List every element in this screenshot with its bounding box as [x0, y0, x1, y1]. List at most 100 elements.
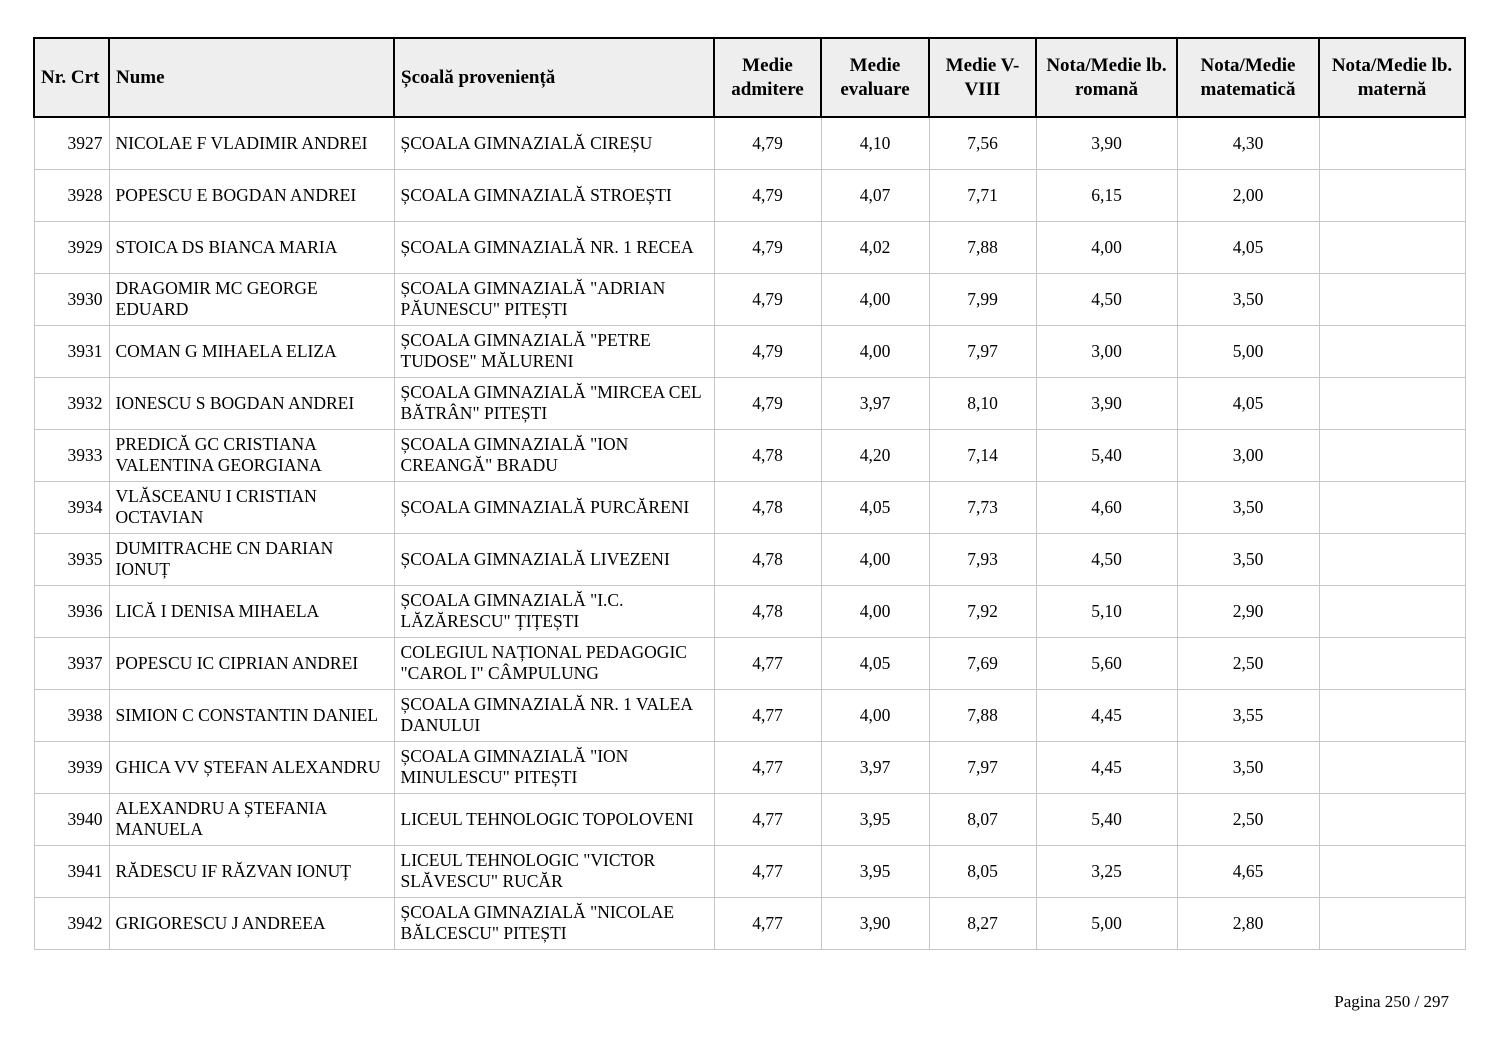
- cell-medie-v-viii: 8,10: [928, 376, 1037, 430]
- cell-nota-materna: [1318, 480, 1466, 534]
- cell-nota-matematica: 3,50: [1176, 480, 1320, 534]
- cell-scoala: ȘCOALA GIMNAZIALĂ STROEȘTI: [393, 168, 715, 222]
- cell-nr-crt: 3940: [33, 792, 110, 846]
- cell-medie-admitere: 4,77: [713, 792, 822, 846]
- cell-medie-admitere: 4,78: [713, 532, 822, 586]
- cell-medie-v-viii: 8,05: [928, 844, 1037, 898]
- cell-medie-evaluare: 3,95: [820, 844, 930, 898]
- column-header-nume: Nume: [108, 37, 395, 118]
- column-header-medie-admitere: Medie admitere: [713, 37, 822, 118]
- cell-nota-romana: 3,00: [1035, 324, 1178, 378]
- cell-medie-evaluare: 4,00: [820, 272, 930, 326]
- cell-nume: POPESCU E BOGDAN ANDREI: [108, 168, 395, 222]
- cell-nota-matematica: 2,80: [1176, 896, 1320, 950]
- cell-nota-matematica: 2,50: [1176, 792, 1320, 846]
- cell-nota-romana: 3,90: [1035, 116, 1178, 170]
- cell-medie-admitere: 4,79: [713, 168, 822, 222]
- table-header: Nr. Crt Nume Școală proveniență Medie ad…: [33, 37, 1466, 118]
- column-header-nota-materna: Nota/Medie lb. maternă: [1318, 37, 1466, 118]
- cell-medie-v-viii: 7,88: [928, 688, 1037, 742]
- cell-scoala: ȘCOALA GIMNAZIALĂ "NICOLAE BĂLCESCU" PIT…: [393, 896, 715, 950]
- table-row: 3928 POPESCU E BOGDAN ANDREI ȘCOALA GIMN…: [33, 168, 1466, 222]
- cell-scoala: LICEUL TEHNOLOGIC TOPOLOVENI: [393, 792, 715, 846]
- cell-nume: ALEXANDRU A ȘTEFANIA MANUELA: [108, 792, 395, 846]
- cell-scoala: ȘCOALA GIMNAZIALĂ "ION MINULESCU" PITEȘT…: [393, 740, 715, 794]
- cell-nume: NICOLAE F VLADIMIR ANDREI: [108, 116, 395, 170]
- table-row: 3934 VLĂSCEANU I CRISTIAN OCTAVIAN ȘCOAL…: [33, 480, 1466, 534]
- cell-nota-materna: [1318, 792, 1466, 846]
- admission-results-table: Nr. Crt Nume Școală proveniență Medie ad…: [33, 37, 1466, 950]
- cell-medie-evaluare: 4,00: [820, 532, 930, 586]
- cell-medie-v-viii: 7,73: [928, 480, 1037, 534]
- cell-nume: GHICA VV ȘTEFAN ALEXANDRU: [108, 740, 395, 794]
- cell-medie-v-viii: 7,97: [928, 324, 1037, 378]
- cell-nr-crt: 3938: [33, 688, 110, 742]
- cell-nota-romana: 6,15: [1035, 168, 1178, 222]
- cell-medie-v-viii: 7,93: [928, 532, 1037, 586]
- cell-medie-v-viii: 7,71: [928, 168, 1037, 222]
- cell-nota-matematica: 3,55: [1176, 688, 1320, 742]
- cell-medie-admitere: 4,79: [713, 324, 822, 378]
- cell-medie-v-viii: 7,69: [928, 636, 1037, 690]
- cell-nota-materna: [1318, 324, 1466, 378]
- cell-medie-evaluare: 4,00: [820, 688, 930, 742]
- cell-medie-evaluare: 4,20: [820, 428, 930, 482]
- cell-nota-materna: [1318, 636, 1466, 690]
- cell-nota-romana: 5,10: [1035, 584, 1178, 638]
- cell-medie-admitere: 4,77: [713, 740, 822, 794]
- cell-medie-admitere: 4,79: [713, 116, 822, 170]
- cell-nota-matematica: 3,50: [1176, 740, 1320, 794]
- cell-nota-materna: [1318, 844, 1466, 898]
- table-row: 3927 NICOLAE F VLADIMIR ANDREI ȘCOALA GI…: [33, 116, 1466, 170]
- cell-nota-materna: [1318, 740, 1466, 794]
- cell-scoala: ȘCOALA GIMNAZIALĂ CIREȘU: [393, 116, 715, 170]
- cell-nume: LICĂ I DENISA MIHAELA: [108, 584, 395, 638]
- cell-nota-materna: [1318, 220, 1466, 274]
- cell-medie-admitere: 4,78: [713, 480, 822, 534]
- cell-nota-materna: [1318, 376, 1466, 430]
- cell-medie-evaluare: 4,05: [820, 636, 930, 690]
- cell-nota-materna: [1318, 168, 1466, 222]
- cell-nume: IONESCU S BOGDAN ANDREI: [108, 376, 395, 430]
- cell-nota-matematica: 4,05: [1176, 376, 1320, 430]
- cell-nota-romana: 4,45: [1035, 740, 1178, 794]
- table-row: 3937 POPESCU IC CIPRIAN ANDREI COLEGIUL …: [33, 636, 1466, 690]
- cell-nr-crt: 3933: [33, 428, 110, 482]
- cell-nota-romana: 5,40: [1035, 792, 1178, 846]
- cell-scoala: LICEUL TEHNOLOGIC "VICTOR SLĂVESCU" RUCĂ…: [393, 844, 715, 898]
- column-header-scoala: Școală proveniență: [393, 37, 715, 118]
- cell-medie-v-viii: 8,27: [928, 896, 1037, 950]
- cell-medie-admitere: 4,77: [713, 688, 822, 742]
- cell-medie-evaluare: 4,10: [820, 116, 930, 170]
- cell-nume: POPESCU IC CIPRIAN ANDREI: [108, 636, 395, 690]
- cell-nota-romana: 4,50: [1035, 532, 1178, 586]
- cell-nota-materna: [1318, 896, 1466, 950]
- cell-nr-crt: 3934: [33, 480, 110, 534]
- table-row: 3939 GHICA VV ȘTEFAN ALEXANDRU ȘCOALA GI…: [33, 740, 1466, 794]
- cell-scoala: COLEGIUL NAȚIONAL PEDAGOGIC "CAROL I" CÂ…: [393, 636, 715, 690]
- table-body: 3927 NICOLAE F VLADIMIR ANDREI ȘCOALA GI…: [33, 116, 1466, 950]
- cell-nr-crt: 3927: [33, 116, 110, 170]
- table-row: 3936 LICĂ I DENISA MIHAELA ȘCOALA GIMNAZ…: [33, 584, 1466, 638]
- cell-medie-evaluare: 4,07: [820, 168, 930, 222]
- header-row: Nr. Crt Nume Școală proveniență Medie ad…: [33, 37, 1466, 118]
- cell-nota-matematica: 2,50: [1176, 636, 1320, 690]
- cell-nume: SIMION C CONSTANTIN DANIEL: [108, 688, 395, 742]
- cell-medie-admitere: 4,79: [713, 272, 822, 326]
- cell-medie-admitere: 4,77: [713, 844, 822, 898]
- cell-nr-crt: 3939: [33, 740, 110, 794]
- table-row: 3942 GRIGORESCU J ANDREEA ȘCOALA GIMNAZI…: [33, 896, 1466, 950]
- cell-scoala: ȘCOALA GIMNAZIALĂ PURCĂRENI: [393, 480, 715, 534]
- cell-nota-materna: [1318, 272, 1466, 326]
- cell-scoala: ȘCOALA GIMNAZIALĂ "ION CREANGĂ" BRADU: [393, 428, 715, 482]
- cell-medie-evaluare: 3,97: [820, 376, 930, 430]
- cell-nota-materna: [1318, 116, 1466, 170]
- table-row: 3930 DRAGOMIR MC GEORGE EDUARD ȘCOALA GI…: [33, 272, 1466, 326]
- column-header-nr-crt: Nr. Crt: [33, 37, 110, 118]
- cell-nume: PREDICĂ GC CRISTIANA VALENTINA GEORGIANA: [108, 428, 395, 482]
- cell-medie-evaluare: 4,02: [820, 220, 930, 274]
- cell-medie-v-viii: 7,14: [928, 428, 1037, 482]
- cell-medie-admitere: 4,79: [713, 376, 822, 430]
- table-row: 3935 DUMITRACHE CN DARIAN IONUȚ ȘCOALA G…: [33, 532, 1466, 586]
